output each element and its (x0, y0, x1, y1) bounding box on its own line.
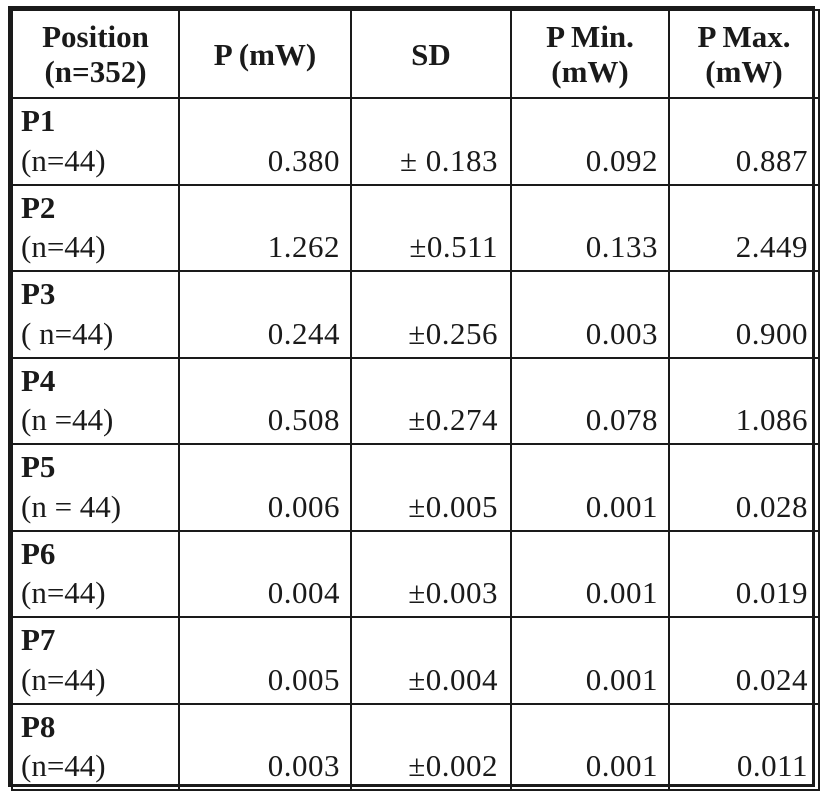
cell-pmin: 0.001 (510, 443, 670, 532)
cell-position: P7 (n=44) (11, 616, 180, 705)
cell-pmax: 0.887 (668, 97, 820, 186)
cell-position: P5 (n = 44) (11, 443, 180, 532)
cell-power: 0.006 (178, 443, 352, 532)
table-row: P1 (n=44) 0.380 ± 0.183 0.092 0.887 (11, 97, 820, 186)
position-label: P2 (21, 189, 56, 225)
cell-sd: ±0.003 (350, 529, 512, 618)
cell-power: 0.003 (178, 702, 352, 791)
cell-position: P4 (n =44) (11, 356, 180, 445)
cell-sd: ±0.256 (350, 270, 512, 359)
cell-sd: ±0.511 (350, 183, 512, 272)
power-table-container: Position (n=352) P (mW) SD P Min. (mW) P… (8, 6, 820, 791)
cell-sd: ±0.005 (350, 443, 512, 532)
position-label: P1 (21, 103, 56, 138)
position-count: (n=44) (21, 748, 106, 783)
cell-pmin: 0.078 (510, 356, 670, 445)
table-row: P5 (n = 44) 0.006 ±0.005 0.001 0.028 (11, 443, 820, 532)
cell-pmax: 2.449 (668, 183, 820, 272)
cell-pmin: 0.001 (510, 529, 670, 618)
cell-sd: ±0.274 (350, 356, 512, 445)
power-table: Position (n=352) P (mW) SD P Min. (mW) P… (11, 9, 820, 791)
header-pmax: P Max. (mW) (668, 9, 820, 99)
cell-pmin: 0.001 (510, 702, 670, 791)
header-sd: SD (350, 9, 512, 99)
cell-position: P3 ( n=44) (11, 270, 180, 359)
cell-position: P2 (n=44) (11, 183, 180, 272)
cell-power: 0.004 (178, 529, 352, 618)
cell-power: 0.244 (178, 270, 352, 359)
cell-sd: ±0.004 (350, 616, 512, 705)
position-count: (n=44) (21, 575, 106, 610)
cell-pmax: 0.024 (668, 616, 820, 705)
table-row: P7 (n=44) 0.005 ±0.004 0.001 0.024 (11, 616, 820, 705)
position-count: (n=44) (21, 661, 106, 697)
cell-power: 0.005 (178, 616, 352, 705)
cell-pmax: 0.011 (668, 702, 820, 791)
position-label: P3 (21, 276, 56, 311)
cell-power: 0.508 (178, 356, 352, 445)
cell-position: P6 (n=44) (11, 529, 180, 618)
cell-pmax: 1.086 (668, 356, 820, 445)
position-label: P8 (21, 708, 56, 744)
cell-pmin: 0.003 (510, 270, 670, 359)
header-position-line2: (n=352) (44, 54, 147, 89)
position-label: P6 (21, 535, 56, 571)
table-row: P6 (n=44) 0.004 ±0.003 0.001 0.019 (11, 529, 820, 618)
position-label: P5 (21, 449, 56, 484)
header-pmax-line1: P Max. (697, 19, 791, 54)
cell-position: P1 (n=44) (11, 97, 180, 186)
cell-sd: ±0.002 (350, 702, 512, 791)
cell-pmin: 0.001 (510, 616, 670, 705)
cell-position: P8 (n=44) (11, 702, 180, 791)
table-row: P2 (n=44) 1.262 ±0.511 0.133 2.449 (11, 183, 820, 272)
cell-pmin: 0.133 (510, 183, 670, 272)
position-count: (n = 44) (21, 488, 122, 524)
cell-sd: ± 0.183 (350, 97, 512, 186)
table-header-row: Position (n=352) P (mW) SD P Min. (mW) P… (11, 9, 820, 99)
cell-power: 1.262 (178, 183, 352, 272)
position-count: (n =44) (21, 402, 114, 437)
header-pmin: P Min. (mW) (510, 9, 670, 99)
header-position-line1: Position (42, 19, 149, 54)
header-pmin-line1: P Min. (546, 19, 634, 54)
position-label: P7 (21, 622, 56, 657)
cell-pmax: 0.900 (668, 270, 820, 359)
header-power-line1: P (mW) (213, 36, 317, 72)
header-sd-line1: SD (411, 36, 451, 72)
table-row: P4 (n =44) 0.508 ±0.274 0.078 1.086 (11, 356, 820, 445)
cell-power: 0.380 (178, 97, 352, 186)
header-position: Position (n=352) (11, 9, 180, 99)
position-count: (n=44) (21, 229, 106, 264)
header-pmax-line2: (mW) (705, 54, 783, 89)
position-label: P4 (21, 362, 56, 398)
header-power: P (mW) (178, 9, 352, 99)
header-pmin-line2: (mW) (551, 54, 629, 89)
position-count: ( n=44) (21, 315, 114, 351)
cell-pmin: 0.092 (510, 97, 670, 186)
cell-pmax: 0.028 (668, 443, 820, 532)
table-row: P8 (n=44) 0.003 ±0.002 0.001 0.011 (11, 702, 820, 791)
table-row: P3 ( n=44) 0.244 ±0.256 0.003 0.900 (11, 270, 820, 359)
position-count: (n=44) (21, 142, 106, 178)
cell-pmax: 0.019 (668, 529, 820, 618)
